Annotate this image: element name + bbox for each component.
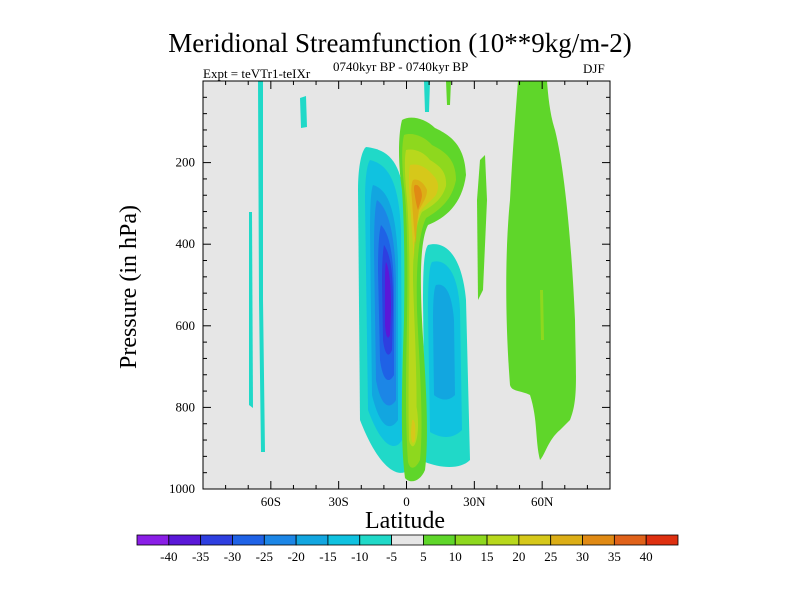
colorbar-swatch	[327, 534, 361, 546]
colorbar-swatch	[423, 534, 456, 546]
colorbar-label: -15	[319, 549, 336, 564]
colorbar-swatch	[645, 534, 679, 546]
colorbar-swatch	[359, 534, 392, 546]
colorbar-label: 20	[512, 549, 525, 564]
colorbar-swatch	[263, 534, 297, 546]
x-tick-label: 30N	[463, 494, 486, 509]
north-ferrel-inner	[540, 290, 544, 340]
x-tick-label: 0	[403, 494, 410, 509]
colorbar-swatch	[582, 534, 615, 546]
colorbar-label: -30	[224, 549, 241, 564]
colorbar-label: -40	[160, 549, 177, 564]
colorbar-label: 5	[420, 549, 427, 564]
y-tick-label: 400	[176, 236, 196, 251]
streak-south-60a	[258, 81, 265, 452]
y-tick-label: 1000	[169, 481, 195, 496]
south-cell-level-35	[385, 262, 391, 338]
colorbar-label: 35	[608, 549, 621, 564]
colorbar-label: 40	[640, 549, 653, 564]
streak-south-45	[300, 96, 307, 128]
colorbar-label: -25	[256, 549, 273, 564]
x-tick-label: 60S	[261, 494, 281, 509]
equator-cell-level30	[414, 184, 422, 210]
streak-25n	[477, 155, 487, 300]
y-axis: 200 400 600 800 1000	[169, 80, 610, 496]
colorbar-swatch	[295, 534, 329, 546]
colorbar-swatch	[613, 534, 647, 546]
colorbar-swatch	[391, 534, 424, 546]
y-axis-title: Pressure (in hPa)	[116, 205, 142, 369]
colorbar-swatch	[518, 534, 552, 546]
colorbar: -40 -35 -30 -25 -20 -15 -10 -5 5 10 15 20 25 30 35 40	[136, 534, 679, 564]
colorbar-label: 15	[481, 549, 494, 564]
chart-title: Meridional Streamfunction (10**9kg/m-2)	[168, 28, 632, 58]
colorbar-swatch	[486, 534, 520, 546]
colorbar-label: -20	[287, 549, 304, 564]
colorbar-swatch	[550, 534, 583, 546]
colorbar-label: -5	[386, 549, 397, 564]
colorbar-swatch	[136, 534, 170, 546]
x-axis: 60S 30S 0 30N 60N	[202, 81, 611, 509]
streak-south-polar	[249, 212, 253, 408]
equator-surface-core-b	[411, 419, 416, 443]
x-tick-label: 60N	[531, 494, 554, 509]
streak-top-equator-a	[424, 81, 430, 112]
north-cell-level-15	[433, 284, 455, 400]
colorbar-swatch	[454, 534, 488, 546]
y-tick-label: 800	[176, 399, 196, 414]
north-ferrel-band	[506, 81, 576, 460]
colorbar-label: 25	[544, 549, 557, 564]
colorbar-label: 30	[576, 549, 589, 564]
streak-top-equator-b	[446, 81, 451, 105]
y-tick-label: 200	[176, 155, 196, 170]
x-tick-label: 30S	[329, 494, 349, 509]
x-axis-title: Latitude	[365, 508, 445, 534]
y-tick-label: 600	[176, 318, 196, 333]
colorbar-swatch	[232, 534, 265, 546]
colorbar-label: -35	[192, 549, 209, 564]
colorbar-swatch	[200, 534, 233, 546]
season-label: DJF	[583, 61, 605, 76]
period-label: 0740kyr BP - 0740kyr BP	[333, 59, 469, 74]
colorbar-label: -10	[351, 549, 368, 564]
colorbar-label: 10	[449, 549, 462, 564]
experiment-label: Expt = teVTr1-teIXr	[203, 66, 311, 81]
colorbar-swatch	[168, 534, 202, 546]
contour-fills	[249, 81, 576, 482]
